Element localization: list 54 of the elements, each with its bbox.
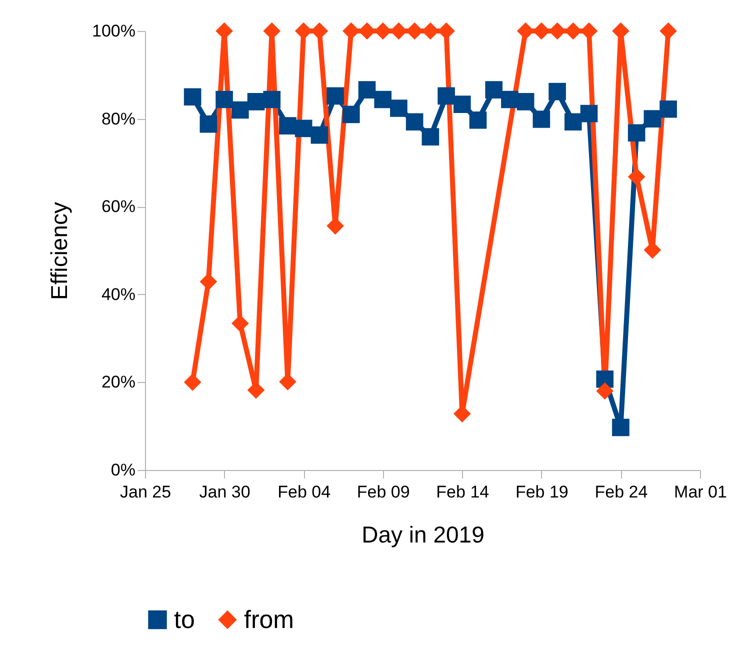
x-tick-label: Mar 01 bbox=[674, 482, 727, 502]
x-axis-title: Day in 2019 bbox=[362, 522, 484, 548]
point bbox=[422, 128, 440, 146]
point bbox=[310, 126, 328, 144]
y-axis-title: Efficiency bbox=[46, 202, 72, 300]
point bbox=[612, 418, 630, 436]
point bbox=[644, 110, 662, 128]
point bbox=[231, 101, 249, 119]
point bbox=[548, 82, 566, 100]
point bbox=[200, 115, 218, 133]
point bbox=[247, 93, 265, 110]
point bbox=[596, 382, 614, 400]
point bbox=[628, 124, 646, 142]
point bbox=[485, 81, 503, 98]
point bbox=[660, 100, 677, 118]
point bbox=[406, 113, 424, 131]
point bbox=[628, 168, 646, 186]
x-tick-label: Feb 19 bbox=[515, 482, 568, 502]
point bbox=[326, 87, 344, 105]
point bbox=[660, 22, 677, 40]
y-tick-label: 0% bbox=[110, 460, 136, 480]
legend-label: from bbox=[244, 606, 294, 634]
point bbox=[580, 104, 598, 122]
point bbox=[516, 93, 534, 110]
point bbox=[532, 110, 550, 128]
point bbox=[216, 90, 233, 108]
y-tick-label: 60% bbox=[101, 197, 136, 216]
point bbox=[231, 314, 249, 332]
x-tick-label: Jan 30 bbox=[199, 482, 250, 502]
point bbox=[342, 106, 360, 124]
y-tick-label: 100% bbox=[92, 22, 136, 40]
point bbox=[453, 96, 471, 113]
point bbox=[279, 117, 296, 134]
y-tick-label: 80% bbox=[101, 109, 136, 128]
point bbox=[184, 374, 202, 391]
point bbox=[390, 100, 408, 117]
y-tick-label: 20% bbox=[101, 372, 136, 392]
point bbox=[564, 113, 582, 131]
x-tick-label: Feb 14 bbox=[436, 482, 490, 502]
x-tick-label: Feb 24 bbox=[594, 482, 648, 502]
x-tick-label: Jan 25 bbox=[120, 482, 172, 502]
point bbox=[200, 273, 218, 290]
point bbox=[438, 87, 455, 105]
point bbox=[184, 88, 202, 106]
point bbox=[263, 90, 281, 108]
point bbox=[294, 120, 312, 138]
x-tick-label: Feb 04 bbox=[278, 482, 331, 502]
point bbox=[374, 90, 392, 108]
y-tick-label: 40% bbox=[101, 284, 136, 304]
point bbox=[469, 111, 487, 129]
point bbox=[358, 81, 376, 98]
x-tick-label: Feb 09 bbox=[356, 482, 410, 502]
point bbox=[501, 90, 518, 108]
legend-label: to bbox=[174, 606, 195, 634]
